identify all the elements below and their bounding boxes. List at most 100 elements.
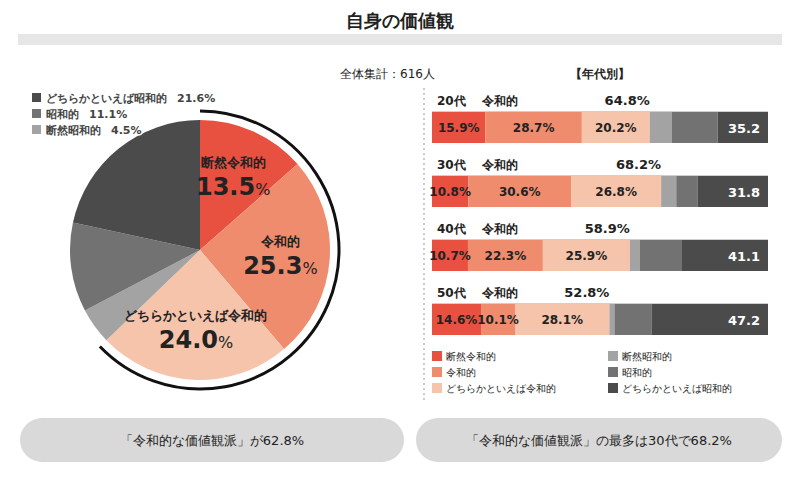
bar-segment bbox=[468, 176, 571, 207]
legend-swatch bbox=[32, 125, 41, 134]
bar-segment bbox=[718, 112, 768, 143]
slice-value-number: 13.5 bbox=[196, 173, 255, 201]
legend-label: 昭和的 bbox=[46, 108, 79, 121]
slice-value-number: 24.0 bbox=[159, 326, 218, 354]
group-label: 令和的 bbox=[481, 158, 518, 172]
title-band bbox=[18, 34, 782, 45]
slice-value-number: 25.3 bbox=[243, 252, 302, 280]
axis-line bbox=[432, 239, 768, 240]
bar-segment bbox=[515, 304, 609, 335]
bar-segment bbox=[543, 240, 630, 271]
legend-label: 昭和的 bbox=[622, 367, 652, 378]
bar-segment bbox=[682, 240, 768, 271]
data-label: 26.8% bbox=[595, 185, 637, 199]
axis-line bbox=[432, 175, 768, 176]
bar-segment bbox=[468, 240, 543, 271]
group-label: 令和的 bbox=[481, 286, 518, 300]
slice-value-unit: % bbox=[302, 259, 317, 278]
bar-segment bbox=[571, 176, 661, 207]
slice-value: 24.0% bbox=[159, 326, 233, 354]
data-label: 20.2% bbox=[595, 121, 637, 135]
slice-name: 令和的 bbox=[260, 234, 300, 249]
bars bbox=[432, 112, 768, 335]
group-total: 52.8% bbox=[564, 285, 609, 300]
legend-swatch bbox=[32, 109, 41, 118]
category-label: 30代 bbox=[437, 158, 466, 172]
legend-value: 21.6% bbox=[177, 92, 215, 105]
legend-swatch bbox=[432, 351, 442, 361]
legend-swatch bbox=[608, 351, 618, 361]
group-total: 68.2% bbox=[616, 157, 661, 172]
pie-slice bbox=[73, 120, 200, 250]
chart-root: 自身の価値観全体集計：616人断然令和的13.5%令和的25.3%どちらかといえ… bbox=[0, 0, 800, 481]
bar-segment bbox=[661, 176, 676, 207]
group-total: 58.9% bbox=[585, 221, 630, 236]
data-label: 28.7% bbox=[513, 121, 555, 135]
category-label: 50代 bbox=[437, 286, 466, 300]
group-arc bbox=[100, 111, 339, 389]
legend-swatch bbox=[608, 367, 618, 377]
data-label: 15.9% bbox=[438, 121, 480, 135]
legend-swatch bbox=[608, 383, 618, 393]
bar-segment bbox=[432, 112, 485, 143]
note-pill bbox=[20, 418, 404, 462]
bar-labels: 20代令和的64.8%15.9%28.7%20.2%35.230代令和的68.2… bbox=[429, 93, 768, 328]
data-label: 14.6% bbox=[436, 313, 478, 327]
slice-value: 13.5% bbox=[196, 173, 270, 201]
legend-label: どちらかといえば昭和的 bbox=[622, 383, 732, 394]
note-pill bbox=[416, 418, 782, 462]
category-label: 20代 bbox=[437, 94, 466, 108]
slice-name: 断然令和的 bbox=[201, 155, 266, 170]
data-label: 25.9% bbox=[566, 249, 608, 263]
group-total-right: 47.2 bbox=[728, 313, 760, 328]
bar-segment bbox=[630, 240, 640, 271]
category-label: 40代 bbox=[437, 222, 466, 236]
bar-segment bbox=[651, 304, 768, 335]
bar-segment bbox=[582, 112, 650, 143]
group-total: 64.8% bbox=[605, 93, 650, 108]
group-label: 令和的 bbox=[481, 94, 518, 108]
sample-size: 全体集計：616人 bbox=[340, 67, 435, 81]
legend-label: どちらかといえば昭和的 bbox=[46, 92, 167, 105]
legend-swatch bbox=[432, 383, 442, 393]
legend-swatch bbox=[432, 367, 442, 377]
data-label: 10.8% bbox=[429, 185, 471, 199]
annotation: 「令和的な価値観派」の最多は30代で68.2% bbox=[466, 433, 732, 448]
data-label: 22.3% bbox=[485, 249, 527, 263]
legend-label: 断然昭和的 bbox=[46, 124, 101, 137]
legend-swatch bbox=[32, 93, 41, 102]
bar-segment bbox=[609, 304, 614, 335]
group-total-right: 31.8 bbox=[728, 185, 760, 200]
data-label: 10.7% bbox=[429, 249, 471, 263]
bar-segment bbox=[614, 304, 651, 335]
legend-label: 令和的 bbox=[446, 367, 476, 378]
slice-value-unit: % bbox=[255, 180, 270, 199]
page-title: 自身の価値観 bbox=[346, 10, 454, 31]
bar-segment bbox=[432, 304, 481, 335]
legend-value: 11.1% bbox=[89, 108, 127, 121]
slice-value: 25.3% bbox=[243, 252, 317, 280]
legend-value: 4.5% bbox=[111, 124, 142, 137]
legend-label: 断然令和的 bbox=[446, 351, 496, 362]
axis-line bbox=[432, 111, 768, 112]
bar-title: 【年代別】 bbox=[570, 67, 630, 81]
data-label: 30.6% bbox=[499, 185, 541, 199]
legend-label: どちらかといえば令和的 bbox=[446, 383, 556, 394]
slice-name: どちらかといえば令和的 bbox=[124, 308, 267, 323]
divider bbox=[424, 88, 425, 400]
axis-line bbox=[432, 303, 768, 304]
group-label: 令和的 bbox=[481, 222, 518, 236]
legend-label: 断然昭和的 bbox=[622, 351, 672, 362]
bar-segment bbox=[697, 176, 768, 207]
bar-segment bbox=[676, 176, 697, 207]
bar-segment bbox=[672, 112, 718, 143]
bar-segment bbox=[640, 240, 682, 271]
pie bbox=[70, 120, 330, 380]
annotation: 「令和的な価値観派」が62.8% bbox=[120, 433, 304, 448]
group-total-right: 41.1 bbox=[728, 249, 760, 264]
data-label: 10.1% bbox=[477, 313, 519, 327]
bar-segment bbox=[485, 112, 581, 143]
data-label: 28.1% bbox=[541, 313, 583, 327]
group-total-right: 35.2 bbox=[728, 121, 760, 136]
slice-value-unit: % bbox=[218, 333, 233, 352]
